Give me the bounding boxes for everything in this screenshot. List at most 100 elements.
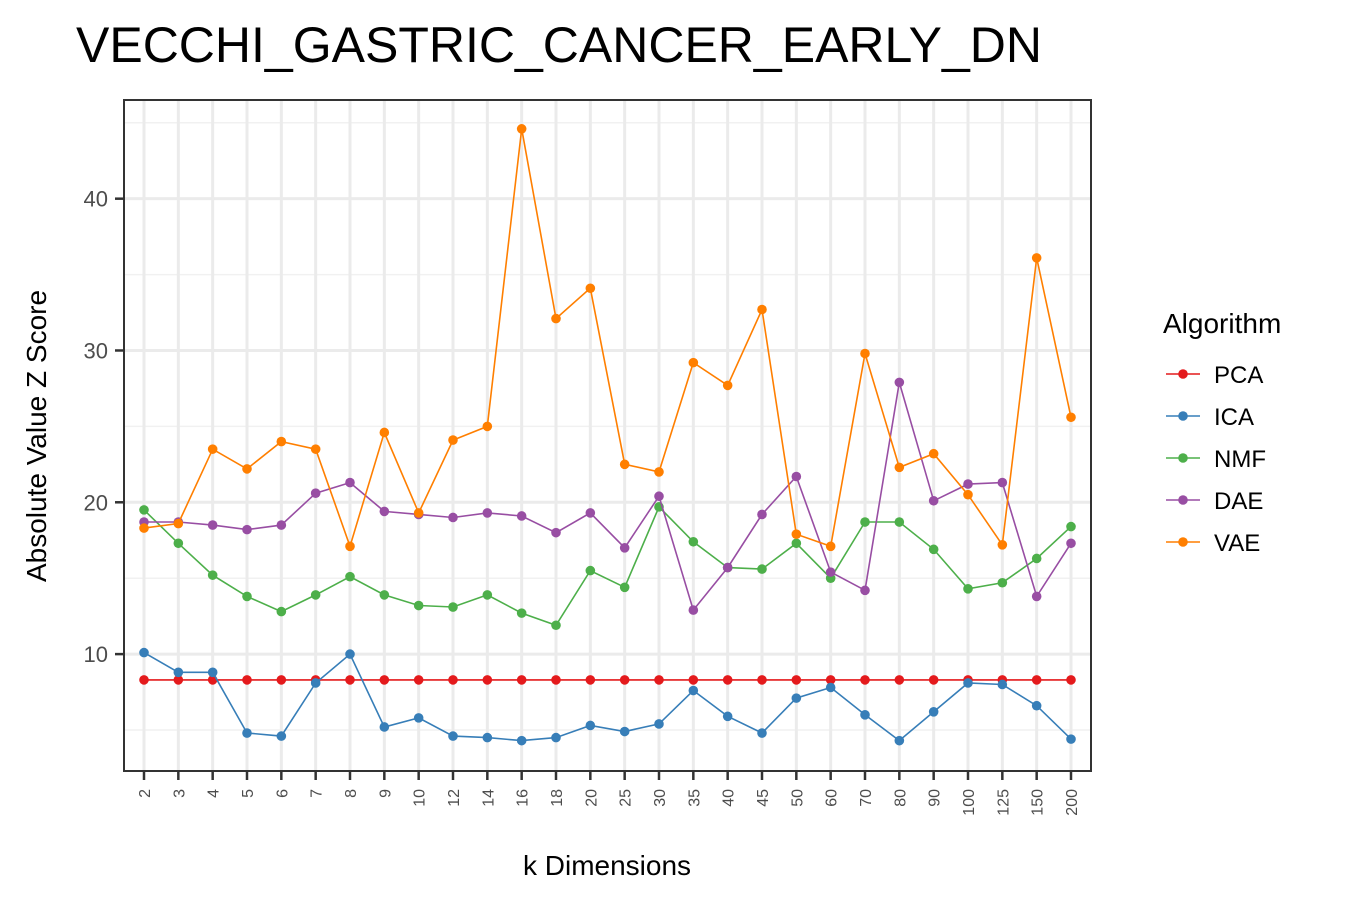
- series-line-vae: [143, 128, 1072, 549]
- data-point-pca: [551, 675, 561, 685]
- data-point-dae: [516, 511, 527, 521]
- x-tick-label: 9: [377, 789, 394, 798]
- data-point-dae: [482, 508, 493, 518]
- data-point-ica: [516, 735, 527, 746]
- x-tick-label: 90: [927, 789, 944, 807]
- data-point-vae: [722, 380, 733, 391]
- chart-title: VECCHI_GASTRIC_CANCER_EARLY_DN: [76, 17, 1042, 73]
- legend-marker-pca: [1178, 369, 1188, 379]
- data-point-ica: [757, 728, 767, 738]
- data-point-ica: [207, 667, 218, 678]
- data-point-nmf: [173, 538, 184, 549]
- data-point-pca: [448, 675, 458, 685]
- data-point-ica: [551, 732, 561, 743]
- x-axis: 2 3 4 5 6 7 8 9 10 12 14 16 18 20 25 30 35 40 45 50 60 70 80 90…: [137, 771, 1081, 816]
- data-point-vae: [791, 529, 802, 539]
- data-point-ica: [963, 678, 973, 688]
- data-point-pca: [654, 675, 664, 685]
- data-point-ica: [585, 720, 596, 731]
- data-point-nmf: [963, 584, 973, 594]
- data-point-pca: [894, 675, 905, 685]
- x-tick-label: 7: [309, 789, 326, 798]
- legend-label-ica: ICA: [1214, 404, 1254, 431]
- data-point-nmf: [413, 600, 424, 611]
- data-point-ica: [791, 693, 802, 703]
- data-point-nmf: [928, 544, 939, 555]
- legend-title: Algorithm: [1163, 308, 1281, 339]
- y-tick-label: 30: [84, 338, 108, 363]
- data-point-nmf: [139, 505, 149, 515]
- data-point-ica: [654, 719, 664, 729]
- data-point-nmf: [379, 590, 390, 600]
- x-tick-label: 200: [1064, 789, 1081, 816]
- legend-marker-nmf: [1178, 453, 1188, 463]
- data-point-dae: [894, 377, 905, 388]
- data-point-dae: [997, 477, 1008, 488]
- y-tick-label: 20: [84, 490, 108, 515]
- data-point-dae: [791, 471, 802, 482]
- data-point-pca: [791, 675, 802, 685]
- x-tick-label: 60: [824, 789, 841, 807]
- data-point-pca: [173, 675, 184, 685]
- data-point-vae: [310, 444, 321, 454]
- series-line-ica: [143, 651, 1072, 742]
- grid: [124, 100, 1091, 771]
- data-point-vae: [654, 467, 664, 477]
- data-point-dae: [860, 585, 870, 596]
- legend-marker-vae: [1178, 537, 1188, 547]
- data-point-vae: [139, 523, 149, 533]
- data-point-nmf: [448, 602, 458, 612]
- data-point-dae: [310, 488, 321, 498]
- data-point-ica: [688, 685, 699, 696]
- data-point-pca: [825, 675, 836, 685]
- data-point-nmf: [345, 571, 355, 582]
- x-tick-label: 18: [549, 789, 566, 807]
- legend-items: PCA ICA NMF DAE VAE: [1166, 362, 1266, 557]
- data-point-vae: [997, 540, 1008, 550]
- data-point-dae: [825, 567, 836, 577]
- data-point-ica: [860, 710, 870, 720]
- data-point-nmf: [207, 570, 218, 580]
- legend-item-pca: PCA: [1166, 362, 1263, 389]
- data-point-ica: [413, 713, 424, 723]
- data-point-vae: [516, 124, 527, 134]
- legend-label-pca: PCA: [1214, 362, 1263, 389]
- data-point-pca: [379, 675, 390, 685]
- x-tick-label: 45: [755, 789, 772, 807]
- data-point-nmf: [894, 517, 905, 527]
- x-tick-label: 30: [652, 789, 669, 807]
- data-point-nmf: [310, 590, 321, 600]
- data-point-ica: [173, 667, 184, 678]
- x-tick-label: 70: [858, 789, 875, 807]
- data-point-ica: [825, 682, 836, 693]
- data-point-vae: [825, 541, 836, 552]
- legend-label-nmf: NMF: [1214, 446, 1266, 473]
- data-point-vae: [688, 357, 699, 368]
- data-point-ica: [619, 726, 630, 737]
- data-point-vae: [1031, 253, 1042, 263]
- data-point-ica: [379, 722, 390, 732]
- data-point-vae: [585, 283, 596, 294]
- data-point-vae: [448, 435, 458, 445]
- data-point-vae: [619, 459, 630, 470]
- x-tick-label: 25: [618, 789, 635, 807]
- legend-item-nmf: NMF: [1166, 446, 1266, 473]
- series-line-dae: [144, 382, 1072, 612]
- x-tick-label: 3: [171, 789, 188, 798]
- data-point-vae: [207, 444, 218, 454]
- legend-marker-dae: [1178, 495, 1188, 505]
- data-point-pca: [928, 675, 939, 685]
- x-tick-label: 20: [583, 789, 600, 807]
- data-point-ica: [448, 731, 458, 741]
- y-axis-title: Absolute Value Z Score: [21, 290, 52, 582]
- data-point-dae: [551, 527, 561, 538]
- plot-panel-border: [123, 99, 1092, 772]
- data-point-ica: [139, 647, 149, 658]
- data-point-vae: [963, 489, 973, 500]
- data-point-nmf: [1031, 553, 1042, 564]
- data-point-vae: [276, 436, 287, 447]
- data-point-dae: [1066, 538, 1076, 549]
- x-tick-label: 4: [206, 789, 223, 798]
- x-tick-label: 12: [446, 789, 463, 807]
